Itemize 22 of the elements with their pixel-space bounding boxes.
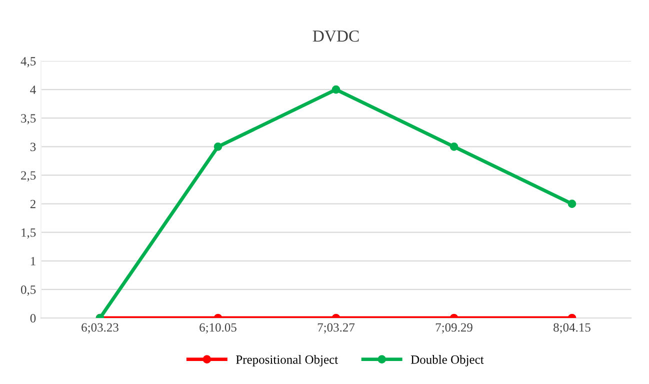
- y-tick-label: 2: [30, 200, 36, 208]
- x-tick-label: 7;09.29: [436, 323, 472, 334]
- y-tick-label: 4,5: [20, 57, 36, 68]
- x-tick-label: 6;10.05: [200, 323, 236, 334]
- y-tick-label: 4: [30, 86, 36, 94]
- x-tick-label: 8;04.15: [554, 323, 590, 334]
- y-tick-label: 1,5: [22, 228, 36, 239]
- y-tick-label: 0: [30, 314, 36, 322]
- y-tick-label: 1: [30, 256, 36, 266]
- chart-title: DVDC: [312, 30, 359, 42]
- legend-label: Prepositional Object: [236, 355, 338, 366]
- point: [568, 200, 576, 208]
- x-tick-label: 6;03.23: [82, 323, 118, 334]
- point: [332, 85, 340, 94]
- y-tick-label: 0,5: [20, 285, 36, 296]
- legend-label: Double Object: [410, 355, 484, 366]
- point: [450, 142, 458, 151]
- y-tick-label: 3,5: [21, 114, 36, 124]
- point: [214, 142, 222, 151]
- y-tick-label: 2,5: [21, 171, 36, 182]
- x-tick-label: 7;03.27: [318, 323, 355, 334]
- y-tick-label: 3: [30, 142, 36, 152]
